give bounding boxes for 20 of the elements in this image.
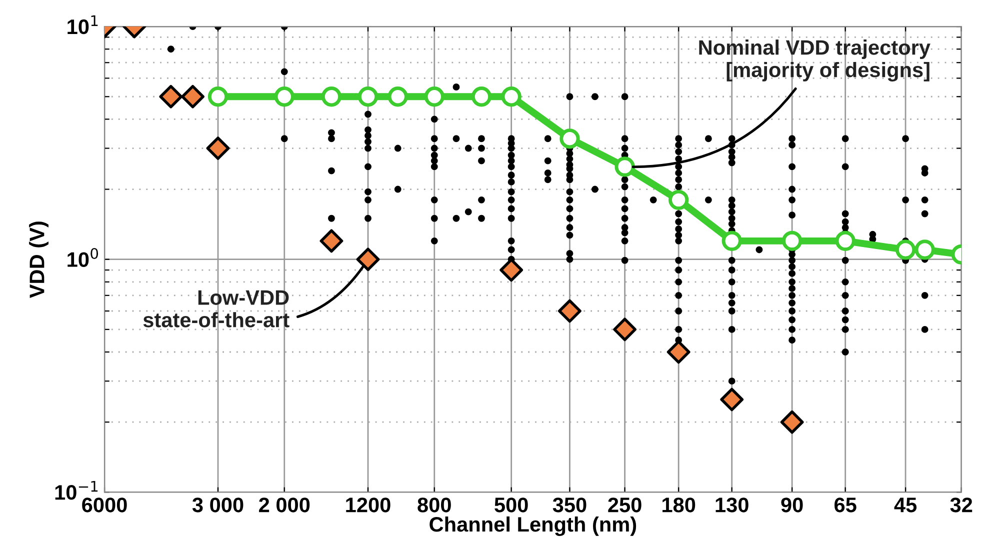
x-tick-label: 2 000 [259,498,310,512]
y-tick-label: 10$^{0}$ [68,248,98,267]
x-tick-label: 3 000 [192,498,244,512]
x-tick-label: 350 [552,498,586,512]
x-tick-label: 65 [834,498,856,512]
x-tick-label: 45 [894,498,917,512]
x-tick-label: 1200 [346,498,390,512]
x-tick-label: 6000 [82,498,127,512]
x-tick-label: 800 [418,498,451,512]
x-tick-label: 500 [494,498,528,512]
x-tick-label: 250 [608,498,642,512]
x-axis-title: Channel Length (nm) [430,516,636,536]
annotation: Low-VDD state-of-the-art [143,290,290,328]
x-tick-label: 130 [716,498,748,512]
x-tick-label: 32 [950,498,972,512]
annotation: Nominal VDD trajectory [majority of designs] [699,40,930,82]
x-tick-label: 180 [662,498,696,512]
y-axis-title: VDD (V) [29,222,48,298]
y-tick-label: 10$^{1}$ [68,15,98,34]
x-tick-label: 90 [781,498,803,512]
